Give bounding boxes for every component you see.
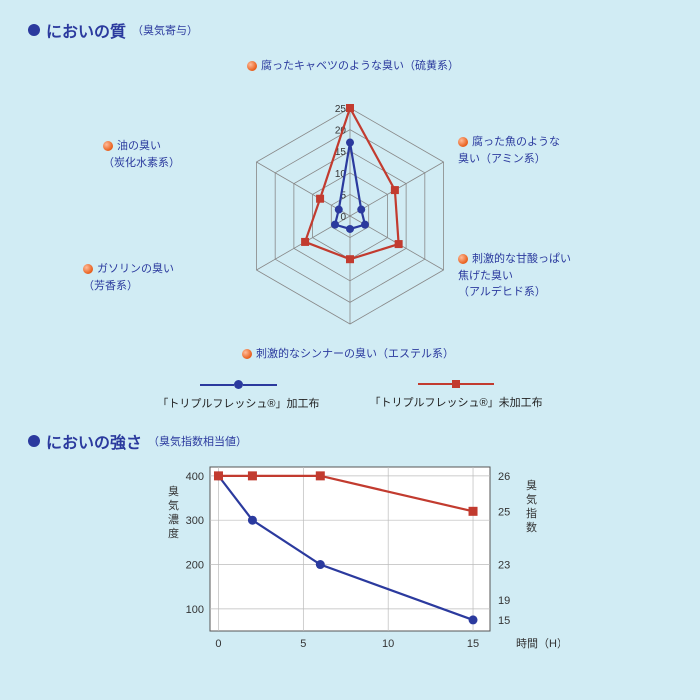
svg-text:濃: 濃	[168, 512, 179, 526]
bullet-orange-icon	[83, 264, 93, 274]
radar-axis-1: 腐った魚のような臭い（アミン系）	[458, 134, 598, 167]
bullet-icon	[28, 24, 40, 36]
radar-axis-0: 腐ったキャベツのような臭い（硫黄系）	[228, 58, 478, 75]
section2-subtitle: （臭気指数相当値）	[148, 433, 247, 449]
svg-text:気: 気	[168, 498, 179, 512]
svg-text:10: 10	[382, 638, 394, 650]
bullet-orange-icon	[458, 254, 468, 264]
legend-item-1: 「トリプルフレッシュ®」未加工布	[370, 380, 543, 411]
radar-chart: 5101520250 腐ったキャベツのような臭い（硫黄系） 腐った魚のような臭い…	[28, 46, 672, 376]
bullet-icon	[28, 435, 40, 447]
svg-text:臭: 臭	[526, 478, 537, 492]
svg-text:25: 25	[498, 506, 510, 518]
svg-text:400: 400	[186, 471, 204, 483]
radar-axis-5: 油の臭い（炭化水素系）	[103, 138, 223, 171]
svg-text:23: 23	[498, 560, 510, 572]
legend: 「トリプルフレッシュ®」加工布 「トリプルフレッシュ®」未加工布	[28, 380, 672, 411]
radar-axis-4: ガソリンの臭い（芳香系）	[83, 261, 203, 294]
legend-label-1: 「トリプルフレッシュ®」未加工布	[370, 394, 543, 410]
svg-text:200: 200	[186, 560, 204, 572]
radar-axis-2: 刺激的な甘酸っぱい焦げた臭い（アルデヒド系）	[458, 251, 608, 301]
svg-text:300: 300	[186, 515, 204, 527]
section2-header: においの強さ （臭気指数相当値）	[28, 429, 672, 453]
svg-text:5: 5	[300, 638, 306, 650]
section1-title: においの質	[46, 18, 126, 42]
legend-item-0: 「トリプルフレッシュ®」加工布	[157, 380, 319, 411]
section1-subtitle: （臭気寄与）	[132, 22, 198, 38]
svg-text:25: 25	[335, 104, 347, 115]
svg-text:26: 26	[498, 471, 510, 483]
legend-label-0: 「トリプルフレッシュ®」加工布	[157, 395, 319, 411]
svg-text:数: 数	[526, 521, 537, 534]
svg-text:0: 0	[215, 638, 221, 650]
svg-text:100: 100	[186, 604, 204, 616]
bullet-orange-icon	[247, 61, 257, 71]
bullet-orange-icon	[242, 349, 252, 359]
radar-axis-3: 刺激的なシンナーの臭い（エステル系）	[198, 346, 498, 363]
section1-header: においの質 （臭気寄与）	[28, 18, 672, 42]
svg-text:臭: 臭	[168, 484, 179, 498]
svg-text:19: 19	[498, 595, 510, 607]
svg-text:度: 度	[168, 526, 179, 540]
svg-text:15: 15	[498, 615, 510, 627]
svg-text:指: 指	[526, 506, 537, 520]
svg-text:時間（H）: 時間（H）	[516, 637, 560, 650]
svg-text:気: 気	[526, 492, 537, 506]
bullet-orange-icon	[458, 137, 468, 147]
line-chart: 1002003004000510152625231915時間（H）臭気濃度臭気指…	[140, 457, 560, 667]
svg-text:0: 0	[340, 212, 346, 223]
section2-title: においの強さ	[46, 429, 142, 453]
svg-text:15: 15	[467, 638, 479, 650]
bullet-orange-icon	[103, 141, 113, 151]
